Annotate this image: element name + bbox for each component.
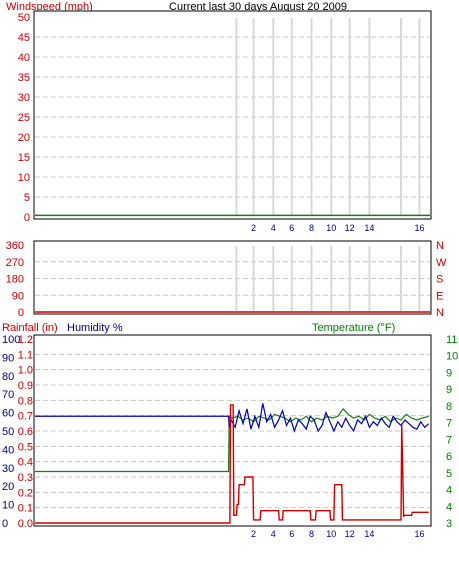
rain-tick-label: 1.1 <box>18 349 33 361</box>
y-tick-label: 360 <box>6 240 24 252</box>
chart-title: Current last 30 days August 20 2009 <box>169 1 347 13</box>
x-tick-label: 6 <box>289 529 294 539</box>
y-tick-label: 15 <box>18 152 30 164</box>
direction-label: E <box>436 290 443 302</box>
x-tick-label: 2 <box>251 529 256 539</box>
humidity-tick-label: 100 <box>2 334 20 346</box>
y-tick-label: 25 <box>18 112 30 124</box>
x-tick-label: 14 <box>364 223 374 233</box>
direction-label: S <box>436 274 443 286</box>
rain-tick-label: 0.3 <box>18 472 33 484</box>
x-tick-label: 16 <box>414 529 424 539</box>
y-tick-label: 180 <box>6 274 24 286</box>
x-tick-label: 4 <box>271 529 276 539</box>
temperature-tick-label: 11 <box>446 334 457 346</box>
x-tick-label: 12 <box>345 223 355 233</box>
windspeed-plot-frame <box>33 10 432 220</box>
rain-tick-label: 0.4 <box>18 457 33 469</box>
rain-tick-label: 0.0 <box>18 518 33 530</box>
humidity-tick-label: 90 <box>2 352 14 364</box>
humidity-tick-label: 70 <box>2 389 14 401</box>
rain-tick-label: 0.8 <box>18 395 33 407</box>
x-tick-label: 4 <box>271 223 276 233</box>
rain-tick-label: 0.6 <box>18 426 33 438</box>
temperature-tick-label: 4 <box>446 501 452 513</box>
x-tick-label: 2 <box>251 223 256 233</box>
x-tick-label: 8 <box>309 529 314 539</box>
rain-tick-label: 0.9 <box>18 380 33 392</box>
rainfall-series-line <box>35 404 429 524</box>
rain-tick-label: 0.7 <box>18 411 33 423</box>
temperature-tick-label: 7 <box>446 434 452 446</box>
y-tick-label: 5 <box>24 192 30 204</box>
y-tick-label: 50 <box>18 12 30 24</box>
y-tick-label: 90 <box>12 290 24 302</box>
humidity-series-line <box>35 403 430 433</box>
temperature-axis-label: Temperature (°F) <box>312 322 395 334</box>
rain-tick-label: 0.1 <box>18 503 33 515</box>
rain-tick-label: 1.0 <box>18 365 33 377</box>
winddir-plot-frame <box>33 240 432 315</box>
y-tick-label: 0 <box>18 307 24 319</box>
x-tick-label: 8 <box>309 223 314 233</box>
temperature-tick-label: 4 <box>446 485 452 497</box>
rain-tick-label: 1.2 <box>18 334 33 346</box>
temperature-tick-label: 8 <box>446 401 452 413</box>
humidity-tick-label: 0 <box>2 518 8 530</box>
temperature-series-line <box>35 407 429 473</box>
humidity-tick-label: 20 <box>2 481 14 493</box>
x-tick-label: 10 <box>326 529 336 539</box>
temperature-tick-label: 9 <box>446 384 452 396</box>
y-tick-label: 30 <box>18 92 30 104</box>
temperature-tick-label: 5 <box>446 468 452 480</box>
temperature-tick-label: 7 <box>446 418 452 430</box>
rain-tick-label: 0.5 <box>18 441 33 453</box>
rain-tick-label: 0.2 <box>18 487 33 499</box>
x-tick-label: 14 <box>364 529 374 539</box>
temperature-tick-label: 9 <box>446 367 452 379</box>
x-tick-label: 6 <box>289 223 294 233</box>
direction-label: N <box>436 240 444 252</box>
windspeed-axis-label: Windspeed (mph) <box>6 1 93 13</box>
humidity-tick-label: 10 <box>2 500 14 512</box>
temperature-tick-label: 6 <box>446 451 452 463</box>
humidity-tick-label: 30 <box>2 463 14 475</box>
rainfall-axis-label: Rainfall (in) <box>2 322 58 334</box>
y-tick-label: 0 <box>24 212 30 224</box>
humidity-axis-label: Humidity % <box>67 322 123 334</box>
y-tick-label: 40 <box>18 52 30 64</box>
y-tick-label: 45 <box>18 32 30 44</box>
x-tick-label: 10 <box>326 223 336 233</box>
humidity-tick-label: 40 <box>2 444 14 456</box>
direction-label: W <box>436 257 447 269</box>
y-tick-label: 270 <box>6 257 24 269</box>
temperature-tick-label: 10 <box>446 351 458 363</box>
x-tick-label: 16 <box>414 223 424 233</box>
y-tick-label: 35 <box>18 72 30 84</box>
y-tick-label: 20 <box>18 132 30 144</box>
humidity-tick-label: 80 <box>2 371 14 383</box>
humidity-tick-label: 50 <box>2 426 14 438</box>
direction-label: N <box>436 307 444 319</box>
temperature-tick-label: 3 <box>446 518 452 530</box>
x-tick-label: 12 <box>345 529 355 539</box>
humidity-tick-label: 60 <box>2 408 14 420</box>
y-tick-label: 10 <box>18 172 30 184</box>
